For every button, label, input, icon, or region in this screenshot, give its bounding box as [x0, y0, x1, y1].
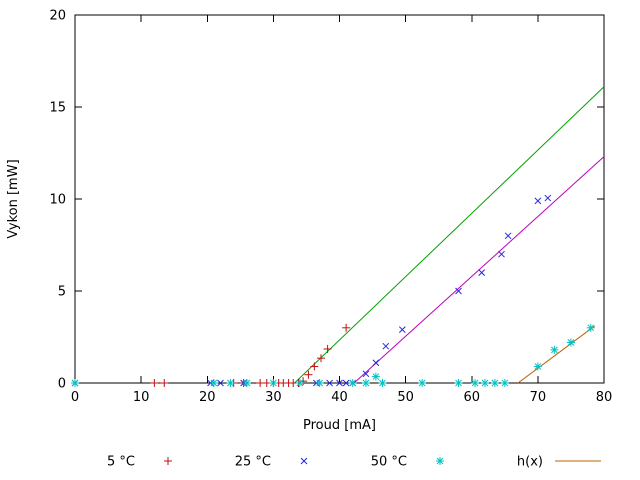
- data-point: [310, 362, 319, 371]
- x-tick-label: 70: [530, 390, 547, 405]
- data-point: [362, 370, 370, 378]
- data-point: [326, 379, 333, 387]
- data-point: [418, 379, 427, 387]
- y-tick-label: 15: [49, 101, 66, 116]
- data-point: [480, 379, 489, 387]
- data-point: [398, 326, 406, 333]
- legend-marker-sample: [436, 457, 444, 465]
- data-point: [382, 342, 390, 350]
- x-tick-label: 80: [596, 390, 613, 405]
- x-tick-label: 40: [331, 390, 348, 405]
- data-point: [342, 379, 350, 387]
- data-point: [454, 379, 463, 387]
- y-axis-label: Vykon [mW]: [6, 159, 21, 238]
- data-point: [586, 323, 595, 332]
- data-point: [566, 338, 575, 347]
- data-point: [315, 379, 324, 387]
- series-5c: [71, 323, 351, 387]
- data-point: [490, 379, 499, 387]
- data-point: [361, 379, 370, 387]
- data-point: [372, 359, 380, 367]
- x-tick-label: 30: [265, 390, 282, 405]
- data-point: [500, 379, 509, 387]
- y-tick-label: 10: [49, 193, 66, 208]
- fit-line-green: [294, 86, 605, 384]
- y-tick-label: 0: [58, 377, 66, 392]
- legend-label: h(x): [517, 455, 543, 470]
- series-25c: [71, 194, 552, 387]
- legend-item-series-5c: 5 °C: [107, 455, 172, 470]
- data-point: [342, 323, 351, 332]
- data-point: [471, 379, 480, 387]
- data-point: [478, 269, 486, 276]
- legend-label: 50 °C: [371, 455, 407, 470]
- x-tick-label: 20: [199, 390, 216, 405]
- data-point: [378, 379, 387, 387]
- data-point: [455, 287, 462, 295]
- data-point: [160, 379, 169, 387]
- data-point: [209, 379, 218, 387]
- legend-marker-sample: [164, 457, 172, 465]
- data-point: [316, 354, 325, 363]
- data-point: [269, 379, 278, 387]
- legend-label: 5 °C: [107, 455, 135, 470]
- data-point: [534, 197, 542, 205]
- x-axis-label: Proud [mA]: [303, 418, 376, 433]
- data-point: [295, 379, 304, 387]
- y-tick-label: 5: [58, 285, 66, 300]
- legend-label: 25 °C: [235, 455, 271, 470]
- data-point: [336, 379, 343, 387]
- x-tick-label: 60: [463, 390, 480, 405]
- data-point: [299, 377, 308, 386]
- x-tick-label: 50: [397, 390, 414, 405]
- plot-border: [74, 14, 605, 384]
- legend-item-fit-line-hx: h(x): [517, 455, 601, 470]
- x-tick-label: 10: [133, 390, 150, 405]
- legend-item-series-25c: 25 °C: [235, 455, 308, 470]
- data-point: [242, 379, 251, 387]
- series-50c: [71, 323, 595, 387]
- data-point: [533, 362, 542, 371]
- data-point: [304, 370, 313, 379]
- data-point: [504, 232, 512, 240]
- data-point: [550, 345, 559, 354]
- data-point: [71, 379, 79, 387]
- data-point: [371, 372, 380, 381]
- data-point: [498, 250, 505, 258]
- fit-line-hx: [517, 325, 596, 384]
- data-point: [217, 379, 224, 387]
- legend-marker-sample: [300, 457, 308, 465]
- y-tick-label: 20: [49, 9, 66, 24]
- data-point: [544, 194, 552, 202]
- legend-item-series-50c: 50 °C: [371, 455, 444, 470]
- data-point: [150, 379, 159, 387]
- data-point: [323, 344, 332, 353]
- x-tick-label: 0: [71, 390, 79, 405]
- data-point: [226, 379, 235, 387]
- data-point: [348, 379, 357, 387]
